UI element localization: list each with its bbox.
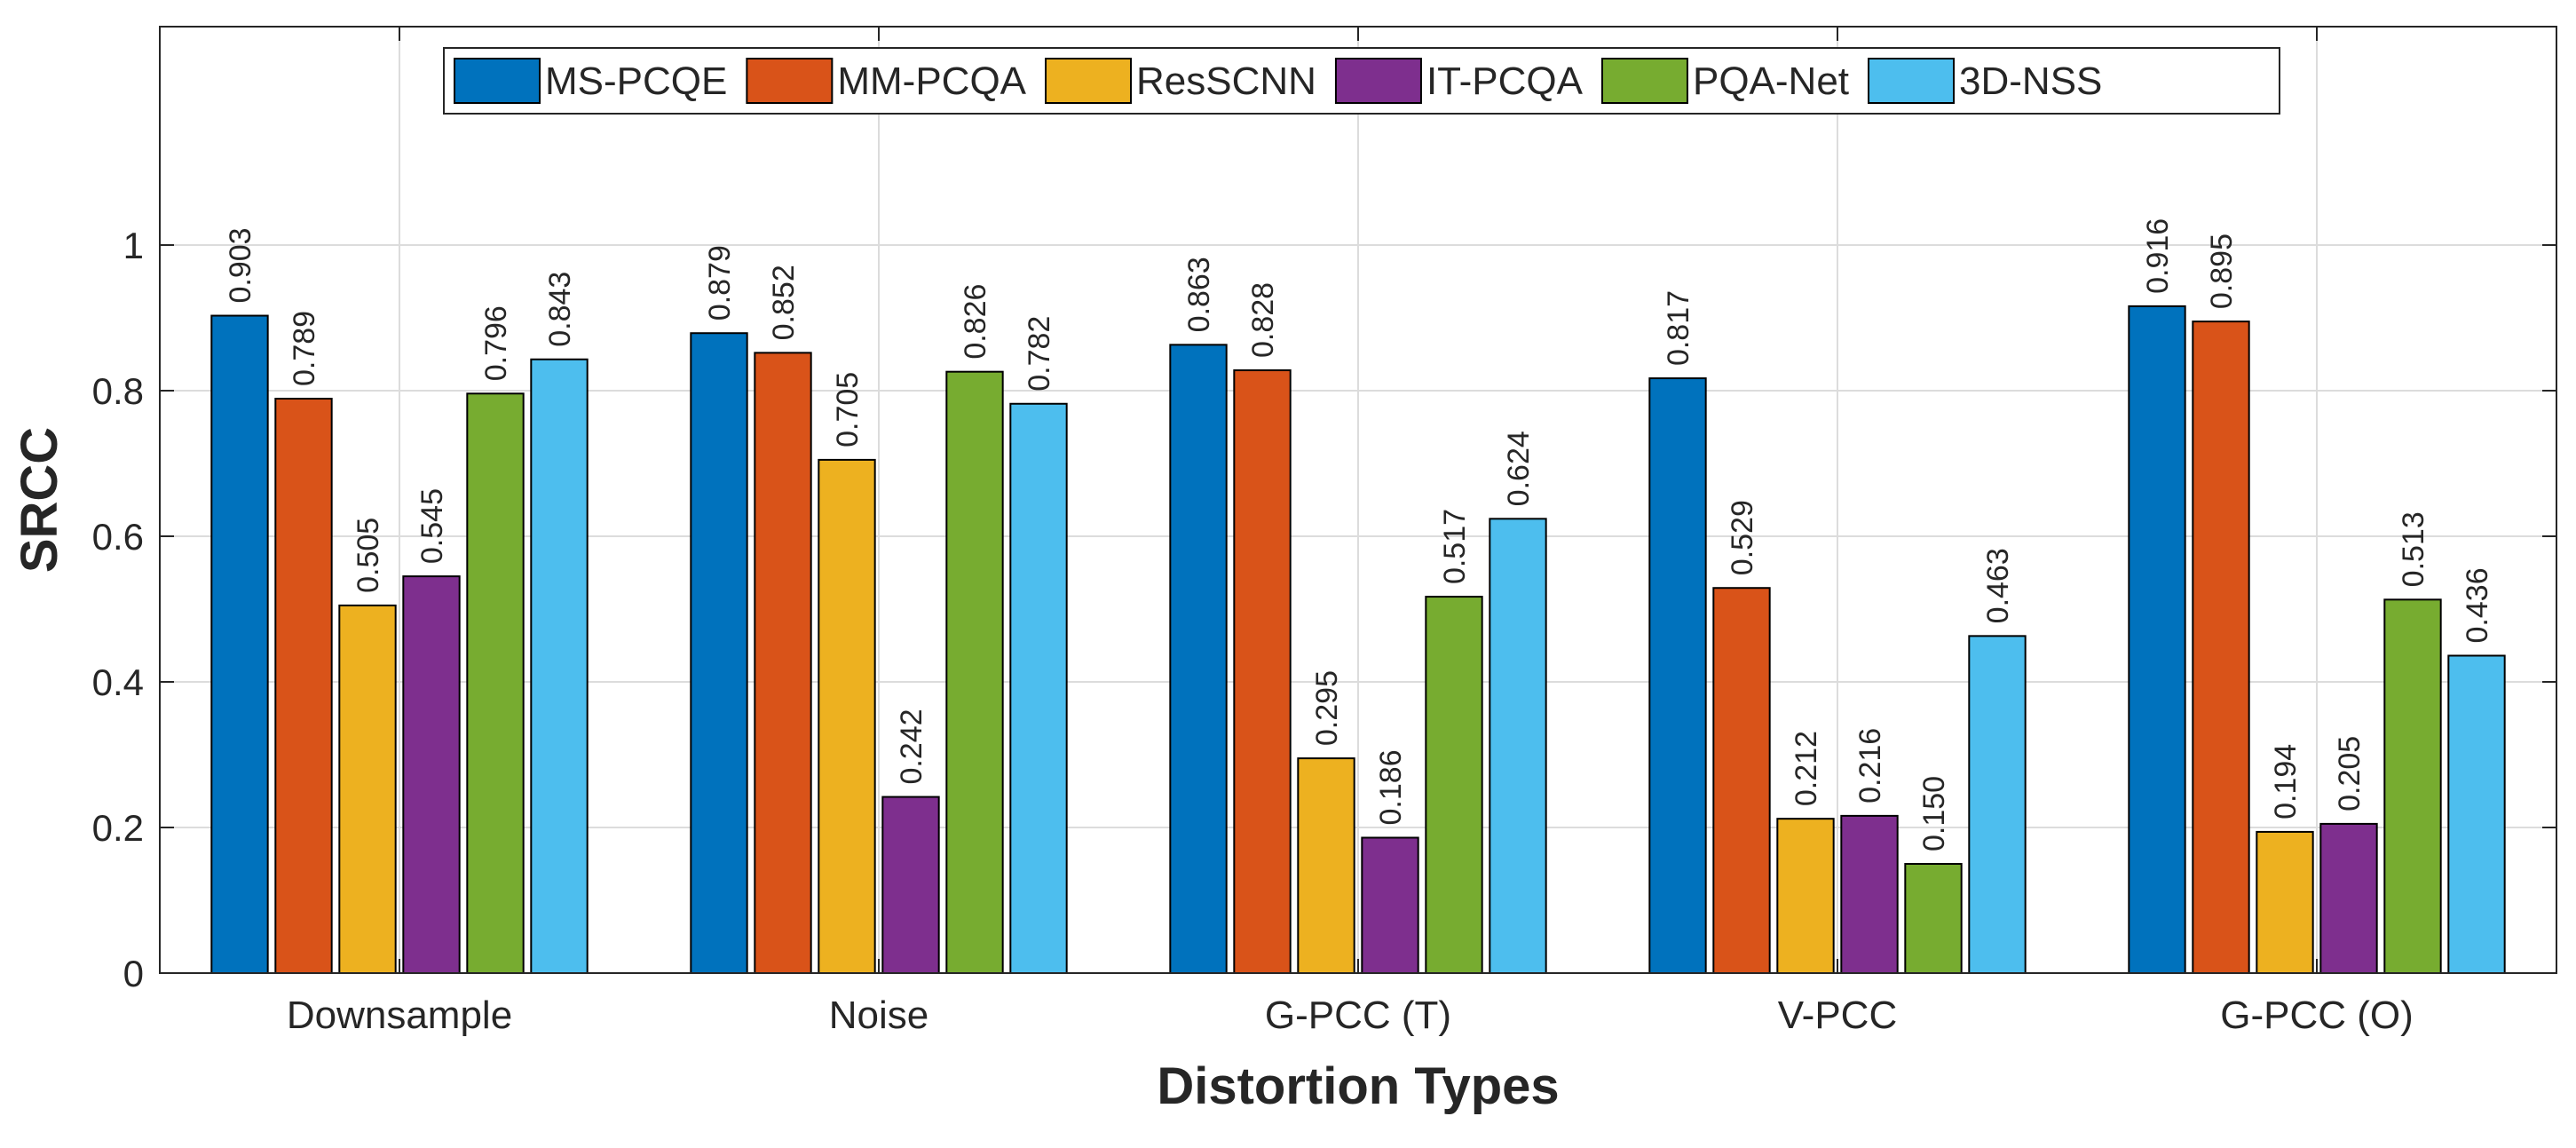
- data-label: 0.295: [1310, 670, 1344, 746]
- bar: [1840, 814, 1899, 974]
- bar: [1489, 518, 1547, 974]
- legend-swatch: [1045, 58, 1133, 104]
- data-label: 0.529: [1726, 500, 1759, 575]
- legend-label: 3D-NSS: [1959, 59, 2102, 103]
- bar: [818, 458, 876, 974]
- legend-label: IT-PCQA: [1426, 59, 1584, 103]
- data-label: 0.879: [703, 245, 737, 321]
- y-tick-label: 0.6: [92, 516, 144, 558]
- data-label: 0.863: [1182, 257, 1216, 332]
- bar: [945, 370, 1004, 974]
- data-label: 0.796: [479, 305, 513, 381]
- bar: [210, 314, 269, 975]
- bar: [1297, 757, 1355, 974]
- data-label: 0.242: [895, 709, 928, 784]
- legend-swatch: [1600, 58, 1688, 104]
- x-tick-label: G-PCC (O): [2220, 994, 2414, 1037]
- data-label: 0.216: [1853, 728, 1887, 804]
- data-label: 0.903: [224, 227, 257, 303]
- data-labels: 0.903 0.879 0.863 0.817 0.916 0.789 0.852 0.828…: [224, 218, 2494, 851]
- data-label: 0.624: [1502, 431, 1536, 506]
- bar: [1169, 344, 1228, 974]
- data-label: 0.463: [1981, 548, 2015, 623]
- legend-swatch: [746, 58, 834, 104]
- y-tick-label: 0.2: [92, 807, 144, 849]
- y-tick-label: 0.4: [92, 661, 144, 703]
- bar: [1009, 402, 1068, 974]
- legend-label: MM-PCQA: [837, 59, 1026, 103]
- data-label: 0.545: [415, 488, 449, 564]
- data-label: 0.150: [1917, 776, 1951, 851]
- bar: [754, 352, 812, 974]
- x-tick-labels: Downsample Noise G-PCC (T) V-PCC G-PCC (O): [287, 994, 2414, 1037]
- bar: [338, 604, 397, 975]
- bar: [1776, 818, 1835, 974]
- data-label: 0.513: [2397, 511, 2430, 587]
- legend-swatch: [1868, 58, 1956, 104]
- bar: [2447, 654, 2506, 974]
- data-label: 0.852: [767, 265, 801, 340]
- bar: [1361, 836, 1419, 974]
- legend: MS-PCQE MM-PCQA ResSCNN IT-PCQA PQA-Net 3D-NS…: [443, 47, 2280, 115]
- legend-label: MS-PCQE: [545, 59, 727, 103]
- data-label: 0.843: [543, 272, 577, 347]
- y-axis-title: SRCC: [11, 427, 68, 573]
- bar: [1233, 369, 1292, 975]
- data-label: 0.194: [2269, 744, 2303, 819]
- x-tick-label: Downsample: [287, 994, 512, 1037]
- y-tick-labels: 0 0.2 0.4 0.6 0.8 1: [92, 225, 144, 994]
- legend-label: PQA-Net: [1693, 59, 1849, 103]
- x-axis-title: Distortion Types: [1157, 1057, 1559, 1115]
- data-label: 0.817: [1662, 290, 1695, 366]
- data-label: 0.916: [2141, 218, 2175, 294]
- bar: [2383, 598, 2442, 975]
- bar: [1425, 596, 1483, 974]
- bar: [1904, 863, 1963, 974]
- data-label: 0.705: [831, 372, 865, 447]
- legend-swatch: [1334, 58, 1422, 104]
- data-label: 0.826: [959, 284, 992, 360]
- bar: [274, 398, 333, 974]
- y-tick-label: 0: [123, 953, 144, 994]
- bar: [2256, 830, 2314, 974]
- bar: [466, 392, 525, 974]
- bar: [2319, 822, 2378, 975]
- data-label: 0.828: [1246, 282, 1280, 358]
- legend-label: ResSCNN: [1136, 59, 1316, 103]
- bar: [530, 358, 589, 974]
- bars: [210, 305, 2506, 975]
- axis-ticks: [160, 27, 2556, 974]
- data-label: 0.205: [2333, 736, 2367, 812]
- bar: [2192, 321, 2250, 975]
- bar: [690, 332, 748, 975]
- bar: [881, 796, 940, 974]
- legend-swatch: [454, 58, 541, 104]
- data-label: 0.212: [1790, 731, 1823, 806]
- bar: [1648, 377, 1707, 974]
- data-label: 0.782: [1023, 316, 1056, 392]
- data-label: 0.186: [1374, 749, 1408, 825]
- data-label: 0.789: [288, 311, 321, 386]
- y-tick-label: 1: [123, 225, 144, 266]
- x-tick-label: V-PCC: [1778, 994, 1897, 1037]
- bar: [1968, 635, 2027, 975]
- data-label: 0.505: [352, 518, 385, 593]
- bar: [1712, 587, 1771, 974]
- x-tick-label: G-PCC (T): [1265, 994, 1451, 1037]
- bar: [2128, 305, 2186, 974]
- data-label: 0.517: [1438, 509, 1472, 584]
- y-tick-label: 0.8: [92, 370, 144, 412]
- x-tick-label: Noise: [829, 994, 929, 1037]
- data-label: 0.436: [2461, 567, 2494, 643]
- bar: [402, 575, 461, 974]
- data-label: 0.895: [2205, 234, 2239, 309]
